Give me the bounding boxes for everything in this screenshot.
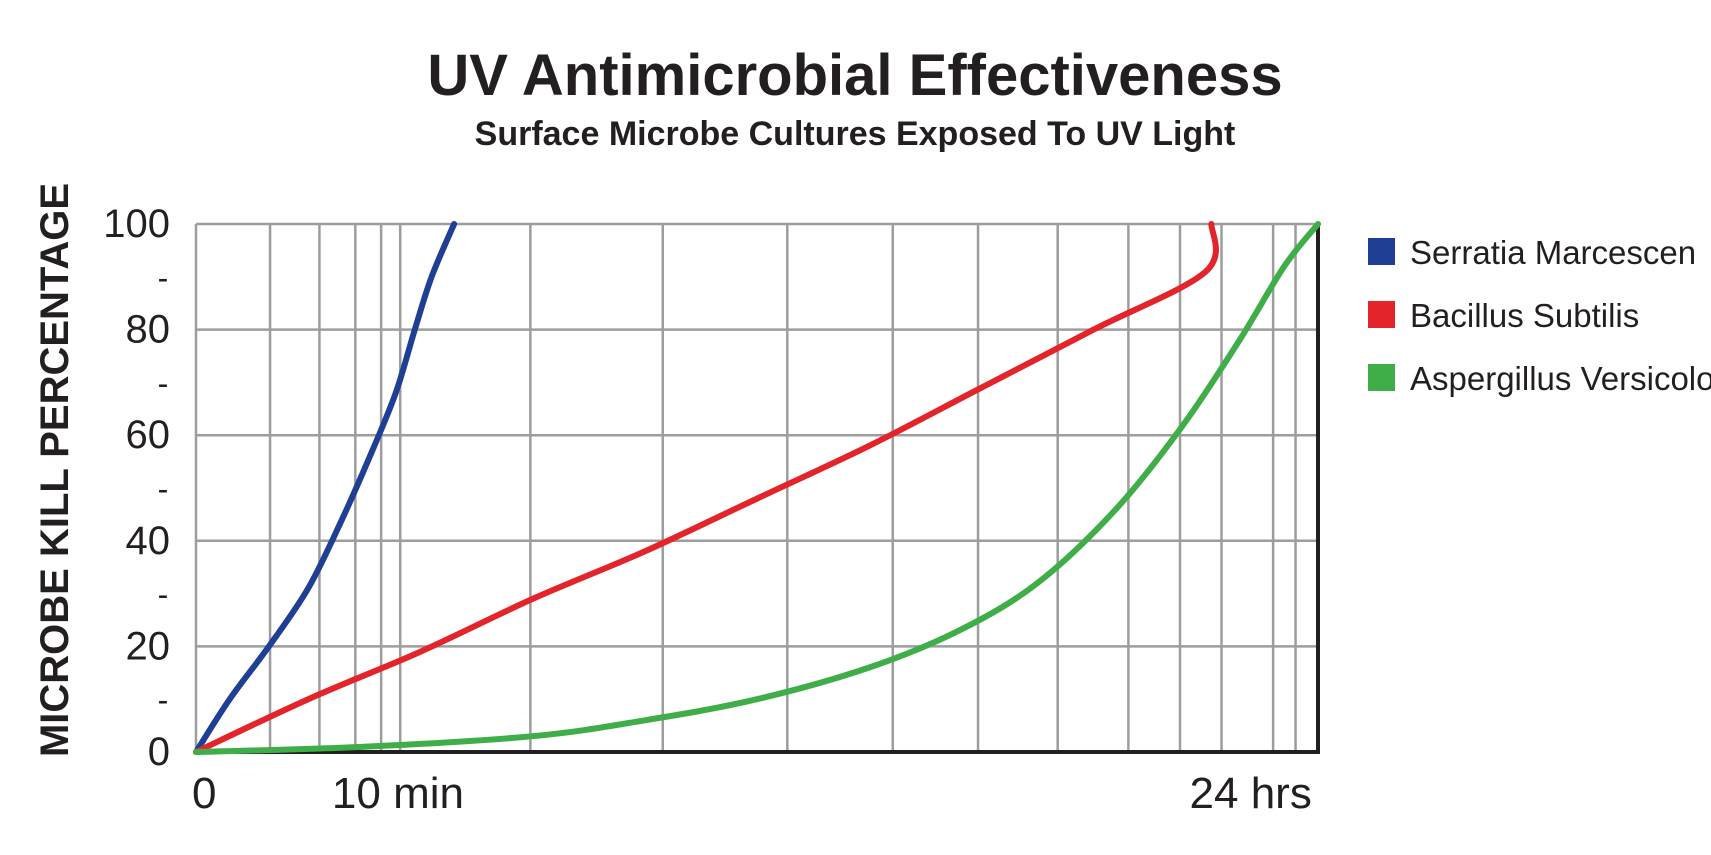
chart-subtitle: Surface Microbe Cultures Exposed To UV L… bbox=[475, 115, 1236, 153]
y-minor-tick: - bbox=[158, 260, 169, 296]
series-line-bacillus-subtilis bbox=[193, 221, 1219, 755]
series-line-serratia-marcescen bbox=[193, 221, 458, 755]
axes bbox=[194, 224, 1320, 754]
y-minor-tick: - bbox=[158, 365, 169, 401]
legend: Serratia Marcescen Bacillus Subtilis Asper… bbox=[1368, 234, 1711, 397]
y-axis-label: MICROBE KILL PERCENTAGE bbox=[33, 183, 77, 757]
y-tick-label: 80 bbox=[126, 308, 171, 352]
x-tick-label: 10 min bbox=[332, 769, 464, 818]
chart-title: UV Antimicrobial Effectiveness bbox=[427, 43, 1282, 108]
x-tick-label: 24 hrs bbox=[1190, 769, 1312, 818]
series-line-aspergillus-versicolor bbox=[193, 221, 1321, 755]
x-tick-label: 0 bbox=[192, 769, 216, 818]
legend-swatch-serratia-marcescen bbox=[1368, 238, 1395, 265]
legend-label-serratia-marcescen: Serratia Marcescen bbox=[1410, 234, 1696, 271]
legend-swatch-bacillus-subtilis bbox=[1368, 301, 1395, 328]
x-tick-labels: 0 10 min 24 hrs bbox=[192, 769, 1312, 818]
legend-swatch-aspergillus-versicolor bbox=[1368, 364, 1395, 391]
y-tick-label: 40 bbox=[126, 519, 171, 563]
legend-label-bacillus-subtilis: Bacillus Subtilis bbox=[1410, 297, 1639, 334]
y-tick-label: 60 bbox=[126, 413, 171, 457]
y-tick-label: 100 bbox=[103, 202, 170, 246]
series-lines bbox=[193, 221, 1321, 755]
y-tick-label: 20 bbox=[126, 624, 171, 668]
y-tick-label: 0 bbox=[148, 730, 170, 774]
y-tick-labels: 0 - 20 - 40 - 60 - 80 - 100 bbox=[103, 202, 170, 774]
legend-label-aspergillus-versicolor: Aspergillus Versicolor bbox=[1410, 360, 1711, 397]
y-minor-tick: - bbox=[158, 682, 169, 718]
y-minor-tick: - bbox=[158, 577, 169, 613]
y-minor-tick: - bbox=[158, 471, 169, 507]
